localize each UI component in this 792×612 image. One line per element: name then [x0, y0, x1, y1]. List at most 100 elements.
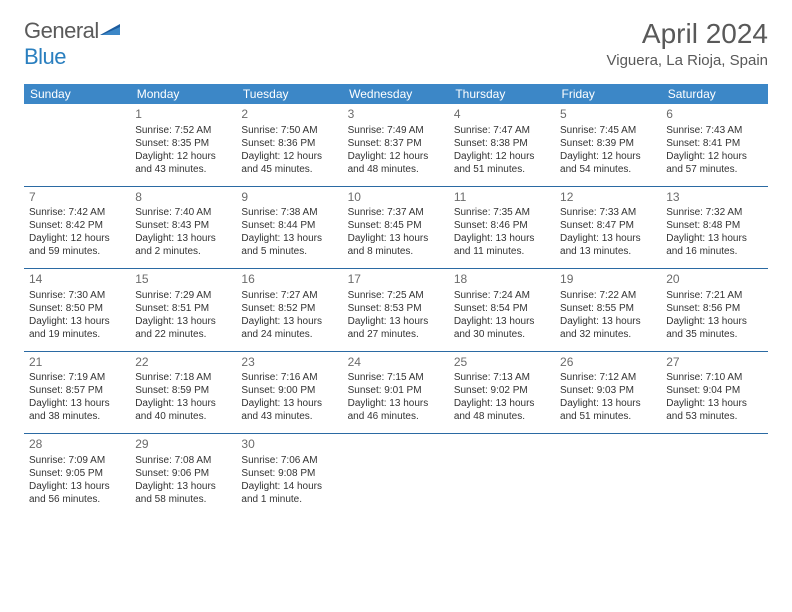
sunrise-text: Sunrise: 7:12 AM — [560, 371, 656, 384]
daylight-text: Daylight: 12 hours and 57 minutes. — [666, 150, 762, 176]
sunset-text: Sunset: 8:56 PM — [666, 302, 762, 315]
calendar-day-cell: 2Sunrise: 7:50 AMSunset: 8:36 PMDaylight… — [236, 104, 342, 186]
calendar-day-cell: 6Sunrise: 7:43 AMSunset: 8:41 PMDaylight… — [661, 104, 767, 186]
calendar-day-cell: 11Sunrise: 7:35 AMSunset: 8:46 PMDayligh… — [449, 186, 555, 269]
sunrise-text: Sunrise: 7:32 AM — [666, 206, 762, 219]
sunset-text: Sunset: 9:03 PM — [560, 384, 656, 397]
day-number: 27 — [666, 355, 762, 371]
calendar-day-cell — [24, 104, 130, 186]
daylight-text: Daylight: 13 hours and 38 minutes. — [29, 397, 125, 423]
sunset-text: Sunset: 8:51 PM — [135, 302, 231, 315]
calendar-day-cell: 10Sunrise: 7:37 AMSunset: 8:45 PMDayligh… — [343, 186, 449, 269]
calendar-day-cell: 13Sunrise: 7:32 AMSunset: 8:48 PMDayligh… — [661, 186, 767, 269]
daylight-text: Daylight: 12 hours and 54 minutes. — [560, 150, 656, 176]
sunset-text: Sunset: 8:52 PM — [241, 302, 337, 315]
day-number: 18 — [454, 272, 550, 288]
sunrise-text: Sunrise: 7:49 AM — [348, 124, 444, 137]
day-number: 16 — [241, 272, 337, 288]
daylight-text: Daylight: 14 hours and 1 minute. — [241, 480, 337, 506]
weekday-header: Monday — [130, 84, 236, 104]
calendar-day-cell: 26Sunrise: 7:12 AMSunset: 9:03 PMDayligh… — [555, 351, 661, 434]
daylight-text: Daylight: 13 hours and 30 minutes. — [454, 315, 550, 341]
day-number: 23 — [241, 355, 337, 371]
sunrise-text: Sunrise: 7:21 AM — [666, 289, 762, 302]
sunrise-text: Sunrise: 7:16 AM — [241, 371, 337, 384]
daylight-text: Daylight: 12 hours and 43 minutes. — [135, 150, 231, 176]
sunrise-text: Sunrise: 7:25 AM — [348, 289, 444, 302]
daylight-text: Daylight: 13 hours and 48 minutes. — [454, 397, 550, 423]
day-number: 4 — [454, 107, 550, 123]
sunset-text: Sunset: 8:57 PM — [29, 384, 125, 397]
sunset-text: Sunset: 8:46 PM — [454, 219, 550, 232]
calendar-day-cell: 27Sunrise: 7:10 AMSunset: 9:04 PMDayligh… — [661, 351, 767, 434]
sunset-text: Sunset: 8:38 PM — [454, 137, 550, 150]
day-number: 6 — [666, 107, 762, 123]
daylight-text: Daylight: 13 hours and 35 minutes. — [666, 315, 762, 341]
sunset-text: Sunset: 8:55 PM — [560, 302, 656, 315]
calendar-day-cell: 24Sunrise: 7:15 AMSunset: 9:01 PMDayligh… — [343, 351, 449, 434]
daylight-text: Daylight: 12 hours and 51 minutes. — [454, 150, 550, 176]
sunrise-text: Sunrise: 7:40 AM — [135, 206, 231, 219]
day-number: 12 — [560, 190, 656, 206]
sunrise-text: Sunrise: 7:50 AM — [241, 124, 337, 137]
daylight-text: Daylight: 13 hours and 19 minutes. — [29, 315, 125, 341]
calendar-day-cell: 5Sunrise: 7:45 AMSunset: 8:39 PMDaylight… — [555, 104, 661, 186]
day-number: 9 — [241, 190, 337, 206]
sunset-text: Sunset: 8:37 PM — [348, 137, 444, 150]
calendar-day-cell — [661, 434, 767, 516]
calendar-day-cell: 21Sunrise: 7:19 AMSunset: 8:57 PMDayligh… — [24, 351, 130, 434]
daylight-text: Daylight: 13 hours and 11 minutes. — [454, 232, 550, 258]
calendar-day-cell: 25Sunrise: 7:13 AMSunset: 9:02 PMDayligh… — [449, 351, 555, 434]
sunrise-text: Sunrise: 7:38 AM — [241, 206, 337, 219]
day-number: 8 — [135, 190, 231, 206]
sunrise-text: Sunrise: 7:22 AM — [560, 289, 656, 302]
calendar-day-cell: 4Sunrise: 7:47 AMSunset: 8:38 PMDaylight… — [449, 104, 555, 186]
calendar-table: Sunday Monday Tuesday Wednesday Thursday… — [24, 84, 768, 516]
sunset-text: Sunset: 9:04 PM — [666, 384, 762, 397]
sunrise-text: Sunrise: 7:27 AM — [241, 289, 337, 302]
day-number: 25 — [454, 355, 550, 371]
day-number: 5 — [560, 107, 656, 123]
calendar-day-cell: 22Sunrise: 7:18 AMSunset: 8:59 PMDayligh… — [130, 351, 236, 434]
day-number: 20 — [666, 272, 762, 288]
page-header: General Blue April 2024 Viguera, La Rioj… — [24, 18, 768, 70]
sunset-text: Sunset: 8:43 PM — [135, 219, 231, 232]
title-block: April 2024 Viguera, La Rioja, Spain — [607, 18, 769, 69]
daylight-text: Daylight: 13 hours and 5 minutes. — [241, 232, 337, 258]
weekday-header: Thursday — [449, 84, 555, 104]
calendar-week-row: 1Sunrise: 7:52 AMSunset: 8:35 PMDaylight… — [24, 104, 768, 186]
weekday-header: Friday — [555, 84, 661, 104]
day-number: 13 — [666, 190, 762, 206]
day-number: 28 — [29, 437, 125, 453]
day-number: 22 — [135, 355, 231, 371]
sunrise-text: Sunrise: 7:52 AM — [135, 124, 231, 137]
daylight-text: Daylight: 13 hours and 8 minutes. — [348, 232, 444, 258]
day-number: 14 — [29, 272, 125, 288]
weekday-header: Saturday — [661, 84, 767, 104]
daylight-text: Daylight: 13 hours and 58 minutes. — [135, 480, 231, 506]
calendar-day-cell: 8Sunrise: 7:40 AMSunset: 8:43 PMDaylight… — [130, 186, 236, 269]
sunset-text: Sunset: 8:53 PM — [348, 302, 444, 315]
day-number: 2 — [241, 107, 337, 123]
calendar-day-cell: 30Sunrise: 7:06 AMSunset: 9:08 PMDayligh… — [236, 434, 342, 516]
sunrise-text: Sunrise: 7:24 AM — [454, 289, 550, 302]
sunrise-text: Sunrise: 7:18 AM — [135, 371, 231, 384]
sunrise-text: Sunrise: 7:35 AM — [454, 206, 550, 219]
calendar-day-cell — [343, 434, 449, 516]
daylight-text: Daylight: 13 hours and 51 minutes. — [560, 397, 656, 423]
sunset-text: Sunset: 9:05 PM — [29, 467, 125, 480]
daylight-text: Daylight: 13 hours and 43 minutes. — [241, 397, 337, 423]
sunrise-text: Sunrise: 7:42 AM — [29, 206, 125, 219]
sunrise-text: Sunrise: 7:10 AM — [666, 371, 762, 384]
calendar-day-cell: 28Sunrise: 7:09 AMSunset: 9:05 PMDayligh… — [24, 434, 130, 516]
sunset-text: Sunset: 8:48 PM — [666, 219, 762, 232]
sunset-text: Sunset: 8:44 PM — [241, 219, 337, 232]
sunrise-text: Sunrise: 7:37 AM — [348, 206, 444, 219]
weekday-header: Sunday — [24, 84, 130, 104]
calendar-day-cell: 18Sunrise: 7:24 AMSunset: 8:54 PMDayligh… — [449, 269, 555, 352]
sunset-text: Sunset: 8:47 PM — [560, 219, 656, 232]
day-number: 19 — [560, 272, 656, 288]
daylight-text: Daylight: 13 hours and 40 minutes. — [135, 397, 231, 423]
daylight-text: Daylight: 13 hours and 27 minutes. — [348, 315, 444, 341]
calendar-day-cell: 3Sunrise: 7:49 AMSunset: 8:37 PMDaylight… — [343, 104, 449, 186]
